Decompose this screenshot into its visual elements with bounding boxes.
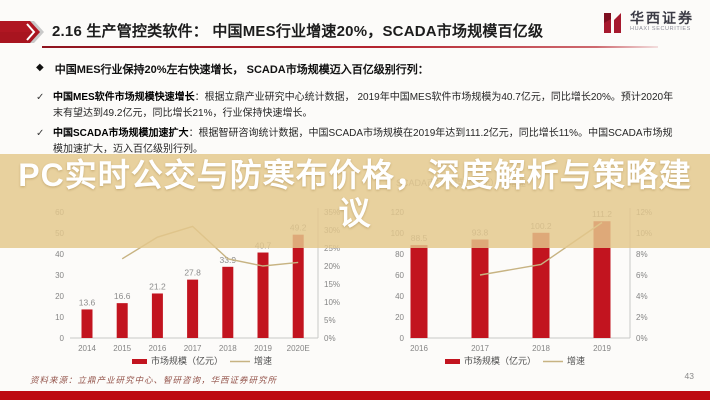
watermark-overlay: PC实时公交与防寒布价格，深度解析与策略建议: [0, 154, 710, 248]
bullet-mes: ✓ 中国MES软件市场规模快速增长：根据立鼎产业研究中心统计数据， 2019年中国…: [36, 90, 681, 121]
title-underline: [42, 46, 658, 48]
bar: [187, 279, 199, 338]
y-axis-tick: 0: [400, 334, 405, 343]
bar: [222, 266, 234, 338]
bar: [151, 293, 163, 338]
x-axis-tick: 2018: [219, 344, 237, 353]
bar-value-label: 16.6: [114, 291, 131, 301]
source-note: 资料来源：立鼎产业研究中心、智研咨询，华西证券研究所: [30, 375, 278, 385]
y2-axis-tick: 10%: [324, 298, 340, 307]
bullet-mes-text: ：根据立鼎产业研究中心统计数据， 2019年中国MES软件市场规模为40.7亿元…: [53, 92, 674, 119]
huaxi-logo-icon: [604, 13, 621, 33]
bullet-scada-lead: 中国SCADA市场规模加速扩大: [53, 128, 189, 139]
y-axis-tick: 40: [55, 250, 64, 259]
y2-axis-tick: 25%: [324, 244, 340, 253]
x-axis-tick: 2017: [184, 344, 202, 353]
bullet-scada-text: ：根据智研咨询统计数据，中国SCADA市场规模在2019年达到111.2亿元，同…: [53, 128, 673, 155]
y-axis-tick: 20: [55, 292, 64, 301]
y2-axis-tick: 6%: [636, 271, 648, 280]
x-axis-tick: 2020E: [287, 344, 310, 353]
y2-axis-tick: 0%: [636, 334, 648, 343]
y2-axis-tick: 15%: [324, 280, 340, 289]
bar: [116, 303, 128, 338]
bar: [532, 232, 550, 338]
y2-axis-tick: 4%: [636, 292, 648, 301]
page-title: 2.16 生产管控类软件： 中国MES行业增速20%，SCADA市场规模百亿级: [52, 23, 544, 40]
bar: [292, 234, 304, 338]
y-axis-tick: 30: [55, 271, 64, 280]
y2-axis-tick: 2%: [636, 313, 648, 322]
bar: [410, 245, 428, 338]
bar-value-label: 27.8: [184, 268, 201, 278]
logo-cn-text: 华西证券: [630, 11, 694, 27]
x-axis-tick: 2019: [593, 344, 611, 353]
y2-axis-tick: 8%: [636, 250, 648, 259]
watermark-text: PC实时公交与防寒布价格，深度解析与策略建议: [18, 157, 692, 231]
check-icon: ✓: [36, 128, 45, 139]
bar-value-label: 33.9: [220, 255, 237, 265]
summary-bullets: ◆ 中国MES行业保持20%左右快速增长， SCADA市场规模迈入百亿级别行列：…: [36, 61, 684, 162]
x-axis-tick: 2016: [149, 344, 167, 353]
legend-bar-swatch: [132, 359, 147, 364]
x-axis-tick: 2017: [471, 344, 489, 353]
y-axis-tick: 10: [55, 313, 64, 322]
legend-bar-label: 市场规模（亿元）: [151, 355, 223, 366]
y-axis-tick: 20: [395, 313, 404, 322]
x-axis-tick: 2018: [532, 344, 550, 353]
check-icon: ✓: [36, 92, 45, 103]
y2-axis-tick: 20%: [324, 262, 340, 271]
bar-value-label: 21.2: [149, 281, 166, 291]
bar: [257, 252, 269, 338]
bullet-mes-lead: 中国MES软件市场规模快速增长: [53, 92, 195, 103]
y-axis-tick: 0: [60, 334, 65, 343]
bar-value-label: 13.6: [79, 297, 96, 307]
bar: [81, 309, 93, 338]
legend-bar-swatch: [445, 359, 460, 364]
x-axis-tick: 2014: [78, 344, 96, 353]
y-axis-tick: 80: [395, 250, 404, 259]
bullet-main-text: 中国MES行业保持20%左右快速增长， SCADA市场规模迈入百亿级别行列：: [54, 64, 429, 76]
y2-axis-tick: 5%: [324, 316, 336, 325]
legend-line-label: 增速: [567, 355, 585, 366]
x-axis-tick: 2019: [254, 344, 272, 353]
y2-axis-tick: 0%: [324, 334, 336, 343]
page-number: 43: [684, 371, 694, 381]
brand-logo: 华西证券 HUAXI SECURITIES: [601, 10, 694, 36]
y-axis-tick: 60: [395, 271, 404, 280]
bottom-red-band: [0, 391, 710, 400]
x-axis-tick: 2016: [410, 344, 428, 353]
legend-bar-label: 市场规模（亿元）: [464, 355, 536, 366]
bullet-main: ◆ 中国MES行业保持20%左右快速增长， SCADA市场规模迈入百亿级别行列：: [36, 61, 684, 77]
x-axis-tick: 2015: [113, 344, 131, 353]
bar: [471, 239, 489, 338]
bullet-scada: ✓ 中国SCADA市场规模加速扩大：根据智研咨询统计数据，中国SCADA市场规模在…: [36, 126, 681, 157]
bar: [593, 221, 611, 338]
diamond-bullet-icon: ◆: [36, 62, 44, 73]
header-banner-icon: [0, 21, 44, 43]
logo-en-text: HUAXI SECURITIES: [630, 26, 691, 33]
y-axis-tick: 40: [395, 292, 404, 301]
legend-line-label: 增速: [254, 355, 272, 366]
